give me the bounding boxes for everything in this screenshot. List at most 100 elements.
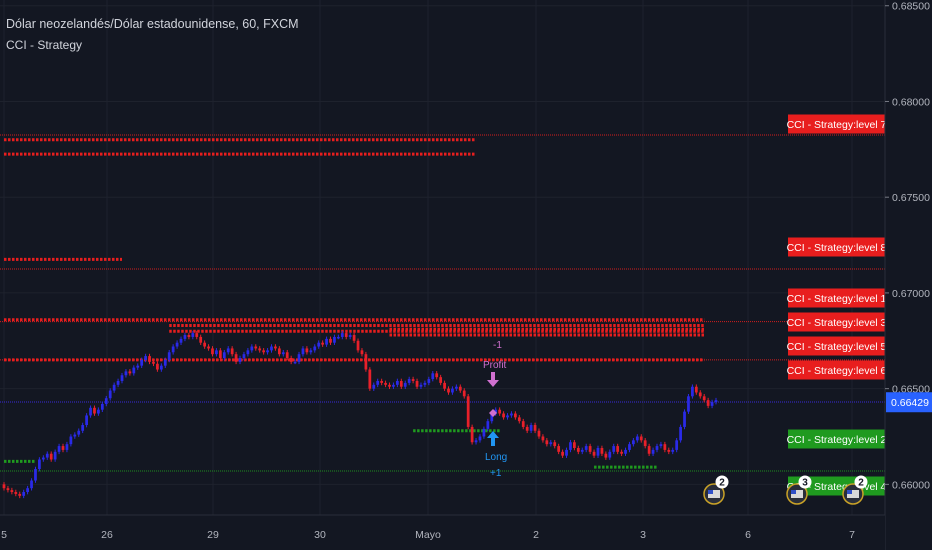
time-axis[interactable]: 5 26 29 30 Mayo 2 3 6 7 — [0, 514, 885, 550]
candle-body — [620, 451, 623, 454]
candle-body — [580, 449, 584, 452]
candle-body — [454, 386, 458, 389]
candle-body — [136, 365, 140, 368]
candle-body — [659, 444, 663, 447]
candle-body — [61, 446, 65, 450]
candle-body — [262, 350, 266, 353]
candle-body — [148, 356, 151, 362]
candle-body — [694, 386, 698, 393]
candle-body — [376, 380, 380, 385]
time-tick-label: 26 — [101, 529, 113, 541]
candle-body — [152, 361, 155, 364]
level-label[interactable]: CCI - Strategy:level 5 — [787, 336, 887, 356]
candle-body — [207, 346, 210, 349]
candle-body — [360, 350, 364, 355]
candle-body — [714, 400, 718, 403]
candle-body — [187, 335, 191, 337]
exit-marker-icon — [489, 409, 497, 417]
candle-body — [647, 446, 651, 454]
candle-body — [525, 426, 529, 431]
economic-event-marker[interactable]: 2 — [842, 475, 868, 505]
level-label-bg — [788, 237, 885, 257]
candle-body — [14, 492, 18, 494]
level-label-bg — [788, 288, 885, 308]
level-label[interactable]: CCI - Strategy:level 6 — [787, 360, 887, 380]
candle-body — [159, 365, 163, 370]
candle-body — [179, 338, 183, 343]
candle-body — [392, 384, 395, 387]
candle-body — [462, 390, 466, 397]
candle-body — [411, 379, 415, 381]
candle-body — [100, 403, 104, 410]
candle-body — [195, 333, 199, 337]
candle-body — [687, 396, 690, 412]
event-markers[interactable]: 2 3 2 — [703, 475, 868, 505]
candle-body — [388, 384, 391, 387]
candle-body — [34, 469, 37, 481]
candle-body — [49, 453, 53, 460]
level-label-text: CCI - Strategy:level 6 — [787, 365, 887, 377]
level-label[interactable]: CCI - Strategy:level 8 — [787, 237, 887, 257]
candle-body — [691, 386, 694, 397]
flag-stripes — [791, 490, 803, 498]
candle-body — [395, 380, 399, 385]
candle-body — [199, 336, 203, 343]
candle-body — [443, 382, 446, 389]
candle-body — [419, 384, 423, 387]
candle-body — [635, 436, 639, 441]
exit-arrow-icon — [487, 372, 499, 387]
level-label-text: CCI - Strategy:level 2 — [787, 434, 887, 446]
candle-body — [517, 417, 521, 422]
candle-body — [368, 369, 372, 389]
candle-body — [423, 382, 427, 385]
candle-body — [490, 413, 494, 422]
candle-body — [89, 407, 92, 416]
economic-event-marker[interactable]: 3 — [786, 475, 812, 505]
candle-body — [41, 457, 45, 460]
level-label-bg — [788, 429, 885, 449]
entry-arrow-icon — [487, 431, 499, 446]
price-tick-label: 0.68500 — [892, 1, 930, 13]
candle-body — [663, 444, 667, 450]
economic-event-marker[interactable]: 2 — [703, 475, 729, 505]
price-tick-label: 0.67500 — [892, 192, 930, 204]
candle-body — [435, 373, 439, 378]
candle-body — [702, 396, 706, 401]
candle-body — [344, 333, 348, 337]
level-label-bg — [788, 114, 885, 134]
candle-body — [242, 354, 246, 359]
level-label-text: CCI - Strategy:level 8 — [787, 242, 887, 254]
price-tick-label: 0.66000 — [892, 479, 930, 491]
candle-body — [561, 451, 564, 456]
candle-body — [340, 333, 344, 337]
time-tick-label: 2 — [533, 529, 539, 541]
candle-body — [407, 379, 411, 383]
candle-body — [6, 488, 10, 491]
candle-body — [144, 356, 147, 360]
candle-body — [246, 350, 250, 355]
candle-body — [301, 348, 305, 355]
level-label[interactable]: CCI - Strategy:level 1 — [787, 288, 887, 308]
candle-body — [18, 493, 22, 496]
candle-body — [230, 348, 234, 355]
candle-body — [163, 359, 167, 366]
candle-body — [529, 425, 533, 431]
candle-body — [584, 446, 588, 450]
exit-profit-label: Profit — [483, 360, 507, 371]
level-label[interactable]: CCI - Strategy:level 3 — [787, 312, 887, 332]
candle-body — [167, 352, 171, 360]
candle-body — [557, 446, 561, 452]
level-label[interactable]: CCI - Strategy:level 7 — [787, 114, 887, 134]
candle-body — [698, 392, 702, 397]
candle-body — [10, 490, 14, 493]
candle-body — [655, 446, 659, 450]
candle-body — [427, 379, 431, 383]
candle-body — [352, 335, 356, 341]
price-axis[interactable]: 0.685000.680000.675000.670000.665000.660… — [884, 0, 932, 550]
level-label[interactable]: CCI - Strategy:level 2 — [787, 429, 887, 449]
candle-body — [81, 425, 85, 431]
candle-body — [313, 346, 317, 351]
candle-body — [514, 413, 517, 418]
price-axis-bg — [885, 0, 932, 550]
